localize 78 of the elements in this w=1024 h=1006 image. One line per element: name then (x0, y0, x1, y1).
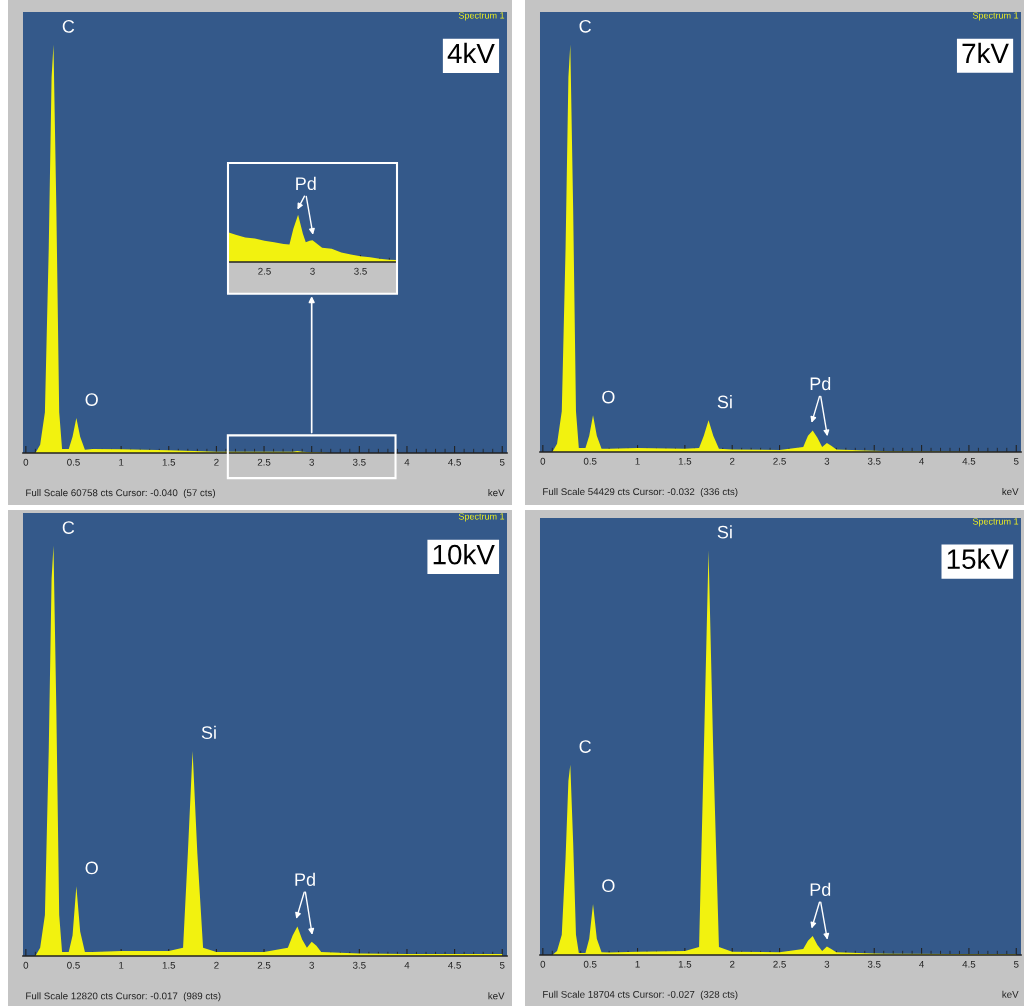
x-tick-label: 0 (540, 960, 546, 968)
text: Spectrum 1 (972, 12, 1019, 21)
x-tick-label: 1 (635, 457, 640, 465)
text: Full Scale 18704 cts Cursor: -0.027 (328 cts) (543, 990, 738, 1000)
text: Full Scale 60758 cts Cursor: -0.040 (57 cts) (26, 489, 216, 499)
chart-title: 4kV (447, 42, 495, 63)
annotation: O (602, 879, 615, 893)
x-tick-label: 0.5 (583, 457, 597, 465)
x-tick-label: 1.5 (162, 458, 176, 466)
annotation: C (579, 740, 591, 753)
x-axis-title: keV (1002, 487, 1019, 496)
annotation: Pd (810, 882, 831, 896)
annotation: C (62, 521, 75, 534)
x-tick-label: 0 (540, 457, 546, 465)
x-tick-label: 5 (1013, 960, 1019, 968)
chart-title: 10kV (433, 544, 495, 565)
x-tick-label: 2 (730, 960, 735, 968)
x-tick-label: 3 (310, 267, 315, 275)
x-tick-label: 3.5 (867, 960, 881, 968)
x-tick-label: 0 (23, 961, 29, 969)
x-tick-label: 4 (404, 961, 410, 969)
x-tick-label: 1 (119, 458, 124, 466)
x-tick-label: 2.5 (257, 961, 271, 969)
x-tick-label: 2.5 (773, 457, 786, 465)
x-tick-label: 0 (23, 458, 29, 466)
x-tick-label: 2 (214, 458, 219, 466)
text: Full Scale 54429 cts Cursor: -0.032 (336 cts) (543, 487, 738, 498)
x-axis-title: keV (1002, 990, 1019, 998)
x-axis-title: keV (488, 992, 505, 1000)
x-tick-label: 1 (635, 960, 640, 968)
annotation: C (579, 19, 591, 33)
text: Spectrum 1 (458, 513, 505, 522)
x-tick-label: 0.5 (67, 961, 80, 969)
x-tick-label: 3.5 (354, 267, 367, 275)
text: Spectrum 1 (458, 12, 505, 21)
x-tick-label: 1 (119, 961, 124, 969)
x-tick-label: 3 (824, 960, 830, 968)
x-tick-label: 3.5 (352, 961, 366, 969)
x-tick-label: 2 (730, 457, 735, 465)
x-tick-label: 3.5 (352, 458, 366, 466)
x-tick-label: 2.5 (257, 458, 271, 466)
x-tick-label: 4.5 (962, 960, 976, 968)
annotation: Pd (295, 872, 315, 886)
x-tick-label: 0.5 (67, 458, 80, 466)
chart-title: 15kV (947, 548, 1009, 569)
annotation: Si (717, 395, 732, 409)
x-tick-label: 4.5 (448, 458, 461, 466)
annotation: Pd (810, 376, 831, 391)
chart-title: 7kV (962, 42, 1009, 63)
x-tick-label: 2.5 (258, 267, 271, 275)
x-tick-label: 4 (404, 458, 410, 466)
annotation: Si (717, 525, 732, 539)
x-tick-label: 0.5 (583, 960, 597, 968)
x-tick-label: 5 (499, 961, 505, 969)
x-tick-label: 1.5 (162, 961, 176, 969)
x-tick-label: 3 (824, 457, 830, 465)
x-tick-label: 2 (214, 961, 219, 969)
x-tick-label: 5 (1013, 457, 1019, 465)
annotation: C (62, 19, 75, 33)
x-axis-title: keV (488, 489, 505, 497)
x-tick-label: 1.5 (678, 960, 692, 968)
text: Full Scale 12820 cts Cursor: -0.017 (989 cts) (26, 992, 221, 1002)
x-tick-label: 3 (309, 961, 314, 969)
x-tick-label: 5 (499, 458, 505, 466)
annotation: Pd (296, 176, 316, 191)
annotation: O (85, 393, 98, 406)
annotation: O (602, 390, 615, 404)
x-tick-label: 3.5 (867, 457, 881, 465)
x-tick-label: 3 (309, 458, 314, 466)
annotation: Si (201, 725, 216, 740)
x-tick-label: 4.5 (448, 961, 461, 969)
x-tick-label: 4 (919, 960, 924, 968)
x-tick-label: 4.5 (962, 457, 976, 465)
x-tick-label: 2.5 (773, 960, 786, 968)
text: Spectrum 1 (972, 518, 1019, 527)
x-tick-label: 4 (919, 457, 924, 465)
annotation: O (85, 861, 98, 875)
x-tick-label: 1.5 (678, 457, 692, 465)
